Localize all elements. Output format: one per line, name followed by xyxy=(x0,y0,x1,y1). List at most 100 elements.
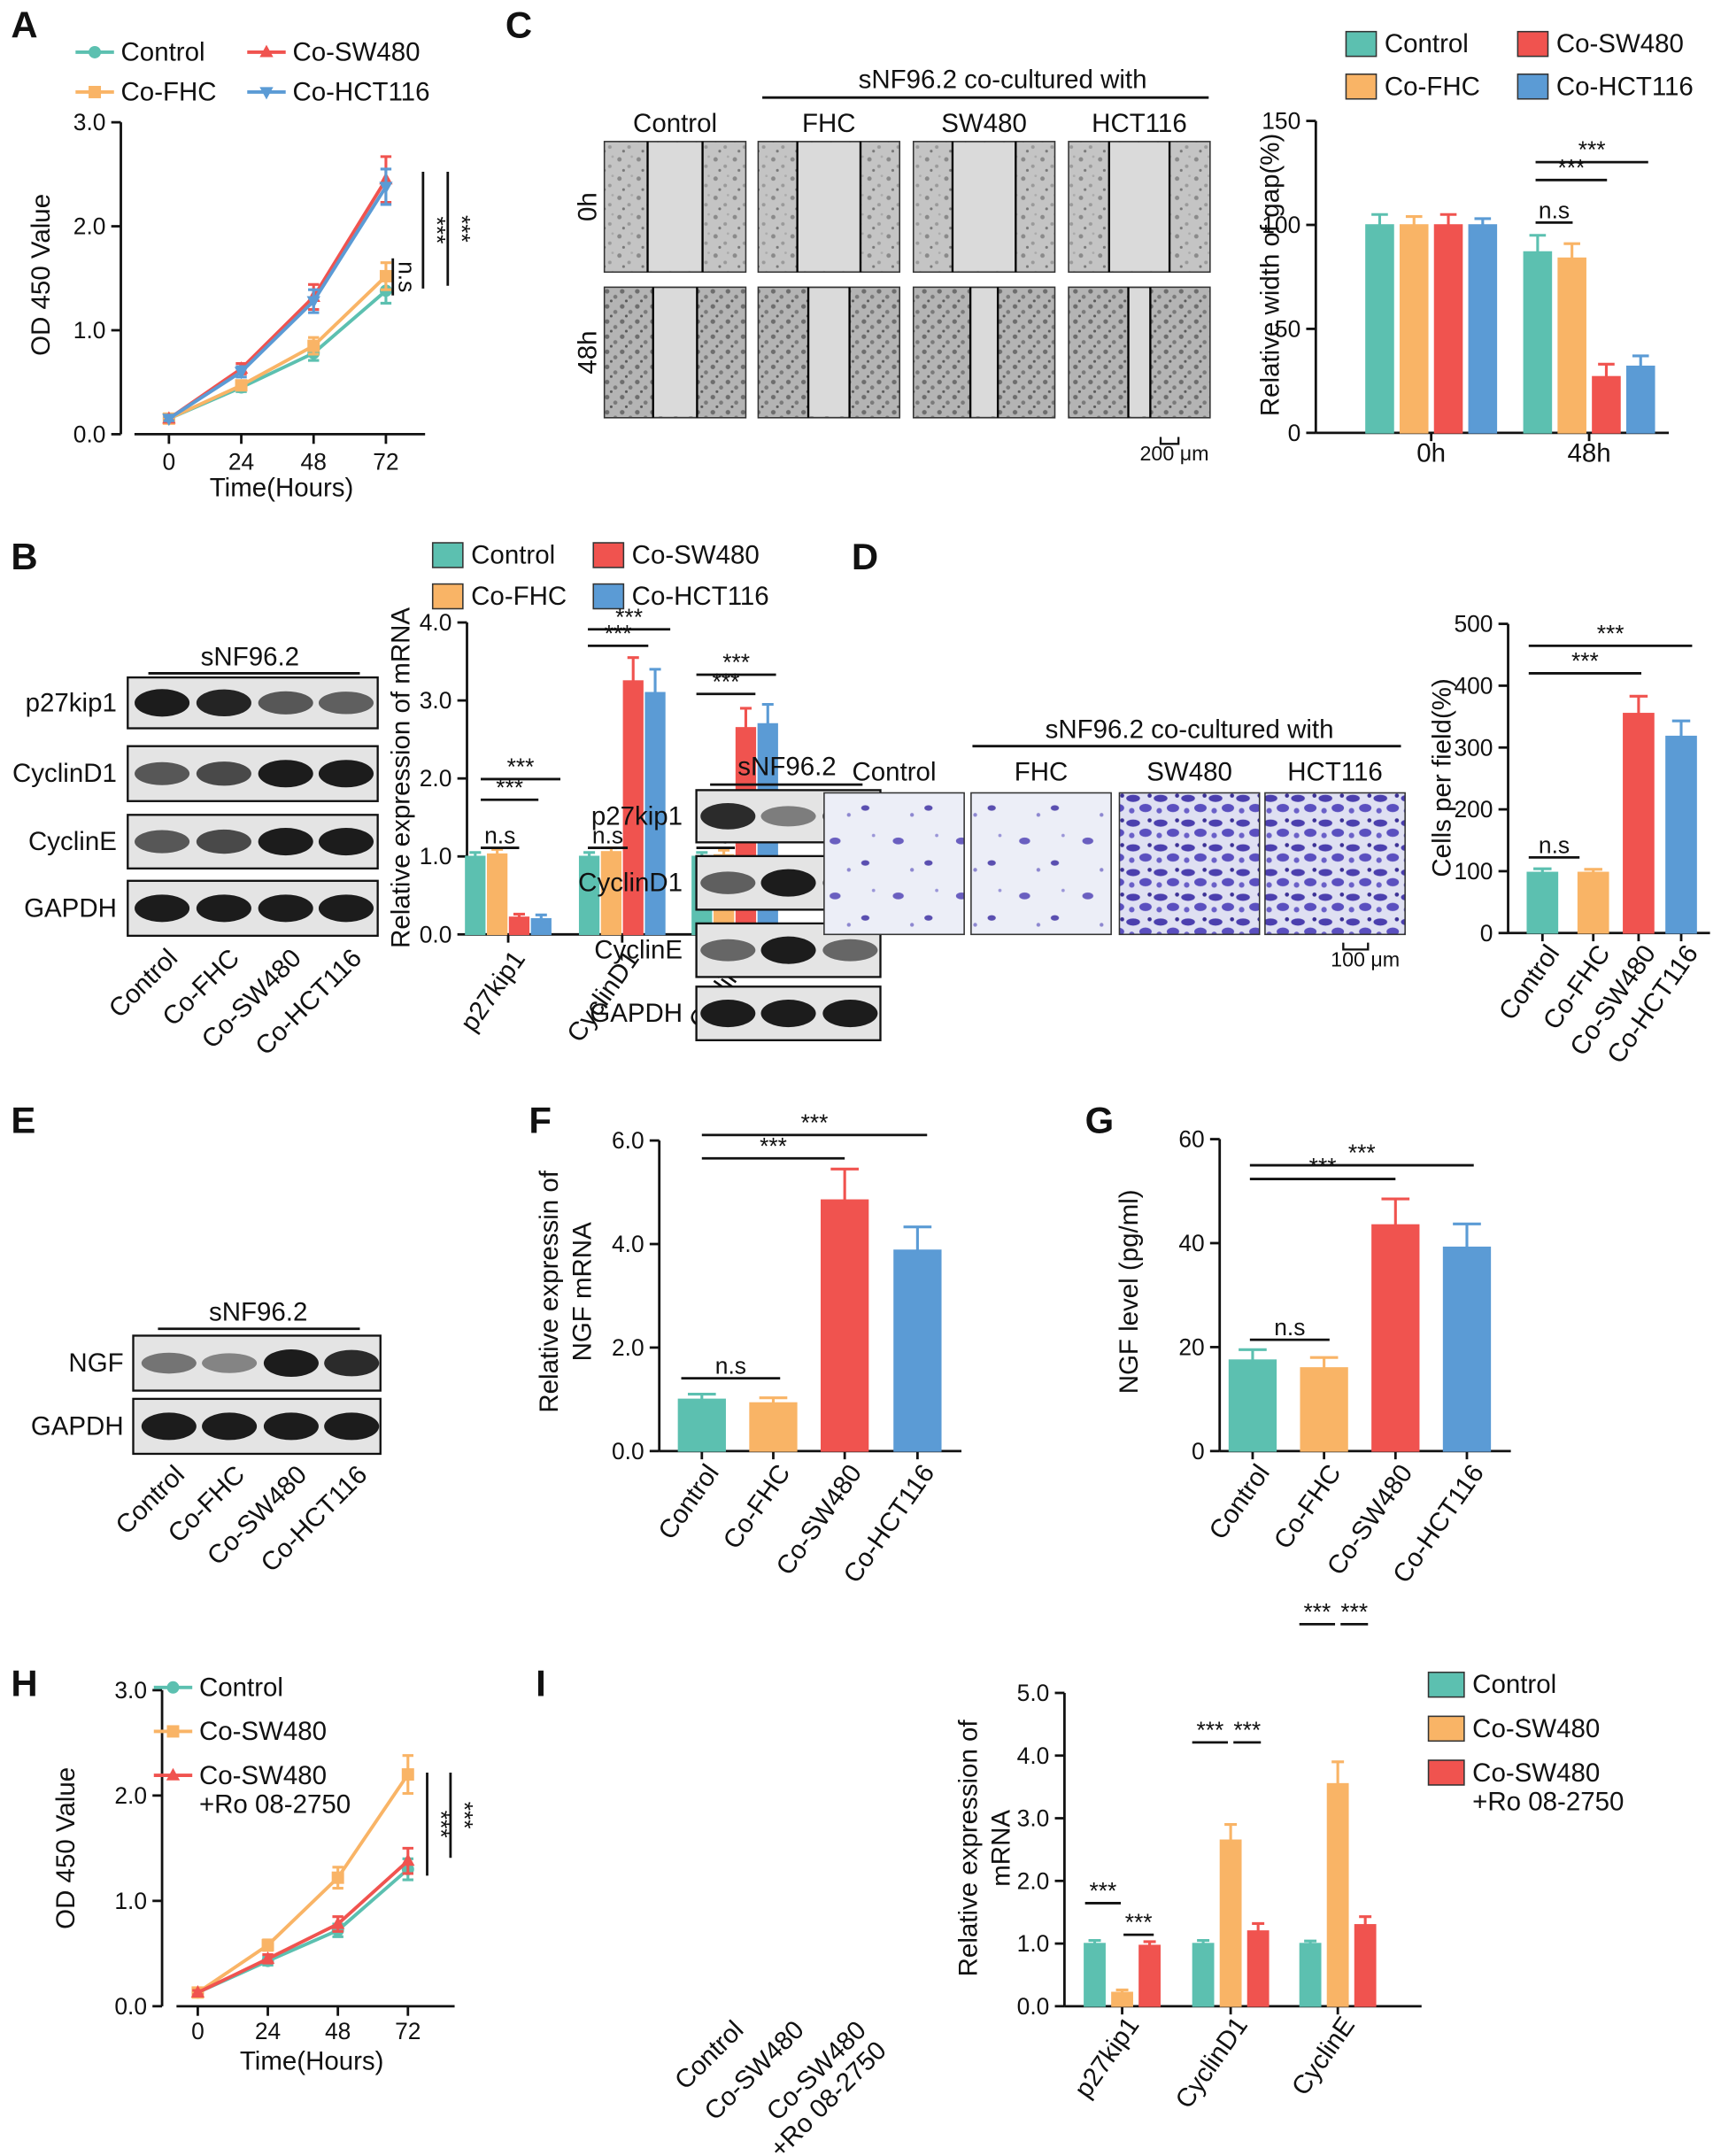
x-axis-label: Time(Hours) xyxy=(210,473,354,502)
x-tick-label: 72 xyxy=(373,448,398,475)
x-tick-label: p27kip1 xyxy=(455,946,531,1038)
error-bar xyxy=(1252,1921,1265,1931)
scale-bar-label: 200 μm xyxy=(1139,442,1208,465)
error-bar xyxy=(649,668,661,693)
series-line xyxy=(167,178,388,421)
marker xyxy=(330,1916,345,1929)
blot-band xyxy=(700,939,756,962)
legend-label: Co-SW480 xyxy=(632,540,760,569)
y-tick-label: 0 xyxy=(1192,1438,1205,1464)
y-tick-label: 50 xyxy=(1275,315,1300,342)
y-tick-label: 2.0 xyxy=(420,765,452,792)
blot-band xyxy=(700,1000,756,1028)
marker xyxy=(260,1951,275,1964)
significance-label: n.s xyxy=(592,823,623,849)
error-bar xyxy=(1629,694,1648,714)
panel-label: I xyxy=(536,1663,546,1704)
y-axis-label: Relative width of gap(%) xyxy=(1256,134,1285,416)
significance-label: *** xyxy=(423,217,450,244)
bar xyxy=(1523,251,1553,434)
bar xyxy=(1433,224,1463,434)
blot-band xyxy=(760,806,816,827)
significance-label: *** xyxy=(507,753,535,780)
error-bar xyxy=(1224,1823,1238,1841)
marker xyxy=(166,1681,180,1694)
y-tick-label: 200 xyxy=(1454,796,1493,823)
blot-band xyxy=(318,760,374,788)
y-tick-label: 2.0 xyxy=(612,1334,644,1361)
legend-label: Co-FHC xyxy=(1385,72,1480,101)
blot-header: sNF96.2 xyxy=(201,642,299,671)
wound-gap xyxy=(952,143,1016,271)
marker xyxy=(235,379,248,392)
legend-swatch xyxy=(1516,30,1549,58)
blot-band xyxy=(318,692,374,715)
bar xyxy=(486,853,508,936)
marker xyxy=(401,1768,414,1781)
legend-label: Control xyxy=(121,37,205,66)
blot-band xyxy=(135,830,190,854)
significance-label: *** xyxy=(1233,1717,1261,1743)
bar xyxy=(1623,713,1655,934)
bar xyxy=(644,692,666,936)
y-axis-label: mRNA xyxy=(987,1810,1016,1887)
y-tick-label: 1.0 xyxy=(420,843,452,869)
error-bar xyxy=(687,1393,716,1400)
blot-band xyxy=(135,894,190,923)
micrograph xyxy=(970,792,1112,936)
blot-band xyxy=(700,802,756,830)
bar xyxy=(1371,1224,1420,1452)
panel-label: E xyxy=(11,1099,35,1140)
panel-label: D xyxy=(852,536,878,577)
y-tick-label: 0.0 xyxy=(73,421,106,447)
significance-label: *** xyxy=(1597,620,1625,646)
y-tick-label: 100 xyxy=(1454,858,1493,885)
significance-label: *** xyxy=(1571,647,1599,674)
y-tick-label: 60 xyxy=(1178,1126,1204,1153)
legend-label: Control xyxy=(199,1673,283,1702)
blot-band xyxy=(202,1353,258,1373)
significance-label: n.s xyxy=(1274,1314,1305,1341)
panel-label: G xyxy=(1085,1099,1115,1140)
legend-swatch xyxy=(1345,73,1378,100)
legend-label: Co-SW480 xyxy=(1556,29,1684,58)
scale-bar-label: 100 μm xyxy=(1331,947,1400,970)
bar xyxy=(1442,1246,1492,1452)
y-tick-label: 500 xyxy=(1454,611,1493,638)
blot-band xyxy=(263,1349,319,1378)
error-bar xyxy=(1598,362,1615,377)
significance-label: n.s xyxy=(1539,197,1570,223)
legend-label: Co-HCT116 xyxy=(632,582,769,611)
y-tick-label: 1.0 xyxy=(1017,1930,1050,1957)
series-line xyxy=(197,1773,410,1994)
x-tick-label: Control xyxy=(652,1459,725,1545)
bar xyxy=(1138,1944,1161,2007)
significance-label: *** xyxy=(760,1132,787,1159)
x-axis-label: Time(Hours) xyxy=(240,2046,384,2075)
series-line xyxy=(197,1859,410,1995)
x-tick-label: Control xyxy=(1203,1459,1276,1545)
panel-label: C xyxy=(505,4,532,45)
micrograph-column-label: SW480 xyxy=(941,109,1027,138)
bar xyxy=(1219,1839,1242,2007)
significance-label: *** xyxy=(722,649,750,676)
panel-label: B xyxy=(11,536,37,577)
error-bar xyxy=(830,1167,859,1201)
y-tick-label: 100 xyxy=(1262,212,1300,238)
bar xyxy=(1192,1943,1215,2007)
x-tick-label: Co-FHC xyxy=(1269,1459,1347,1554)
blot-band xyxy=(318,894,374,923)
legend-label: Co-HCT116 xyxy=(1556,72,1694,101)
wound-edge xyxy=(951,141,1017,273)
x-tick-label: 0 xyxy=(163,448,176,475)
y-tick-label: 400 xyxy=(1454,672,1493,699)
bar xyxy=(1557,257,1586,434)
y-tick-label: 0 xyxy=(1480,920,1493,947)
y-tick-label: 300 xyxy=(1454,734,1493,761)
error-bar xyxy=(903,1225,932,1251)
y-tick-label: 0.0 xyxy=(612,1438,644,1464)
y-tick-label: 3.0 xyxy=(1017,1805,1050,1832)
error-bar xyxy=(1331,1760,1345,1784)
error-bar xyxy=(759,1396,788,1403)
